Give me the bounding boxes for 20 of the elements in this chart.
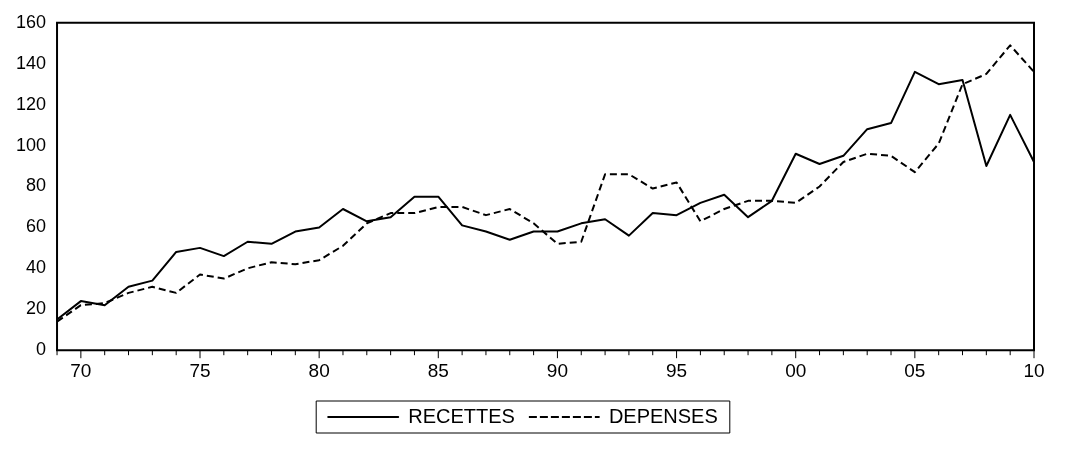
x-tick-label: 90 — [546, 359, 568, 381]
x-tick-label: 00 — [785, 359, 807, 381]
y-tick-label: 160 — [15, 11, 47, 32]
x-tick-label: 80 — [308, 359, 330, 381]
y-tick-label: 20 — [26, 298, 47, 319]
x-tick-label: 10 — [1023, 359, 1045, 381]
legend-label: RECETTES — [408, 404, 515, 427]
y-tick-label: 60 — [26, 216, 47, 237]
x-tick-label: 05 — [904, 359, 926, 381]
x-tick-label: 85 — [427, 359, 449, 381]
y-tick-label: 80 — [26, 175, 47, 196]
y-tick-label: 140 — [15, 52, 47, 73]
legend-label: DEPENSES — [608, 404, 718, 427]
y-tick-label: 40 — [26, 257, 47, 278]
x-tick-label: 70 — [70, 359, 92, 381]
y-tick-label: 0 — [36, 339, 47, 360]
x-tick-label: 95 — [666, 359, 688, 381]
y-tick-label: 120 — [15, 93, 47, 114]
x-tick-label: 75 — [189, 359, 211, 381]
y-tick-label: 100 — [15, 134, 47, 155]
